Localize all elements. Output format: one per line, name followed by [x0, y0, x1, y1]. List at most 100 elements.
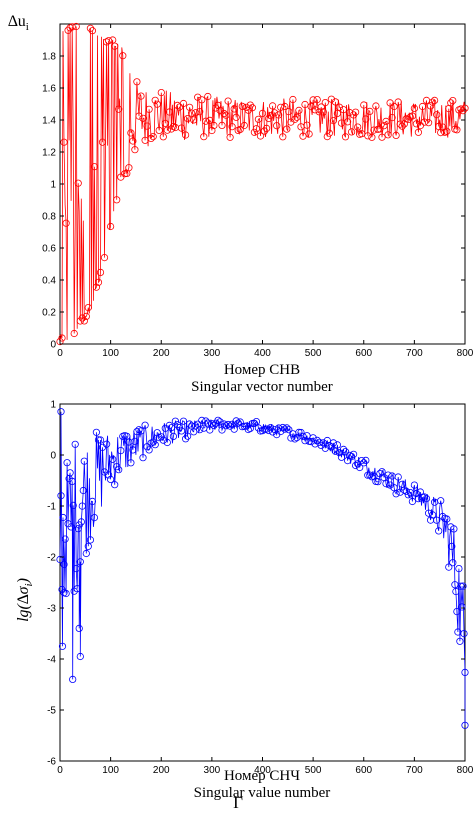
data-point: [386, 481, 394, 489]
y-tick-label: 0.8: [42, 212, 56, 223]
data-point: [113, 196, 121, 204]
data-point: [382, 479, 390, 488]
x-tick-label: 600: [355, 765, 372, 776]
data-point: [86, 24, 95, 32]
data-point: [163, 438, 171, 447]
data-point: [362, 456, 370, 464]
data-point: [331, 98, 339, 106]
data-point: [147, 134, 155, 142]
data-point: [69, 501, 77, 509]
data-point: [250, 419, 258, 427]
data-point: [84, 542, 92, 550]
data-point: [418, 102, 427, 111]
y-tick-label: 0: [50, 451, 56, 462]
data-point: [111, 481, 119, 489]
data-point: [270, 109, 279, 117]
data-point: [94, 436, 103, 444]
data-point: [410, 481, 418, 489]
data-point: [107, 222, 115, 231]
data-point: [125, 164, 133, 172]
x-tick-label: 300: [204, 765, 221, 776]
data-point: [384, 131, 392, 139]
data-point: [458, 603, 466, 611]
data-point: [460, 629, 468, 638]
y-tick-label: -2: [47, 553, 56, 564]
data-point: [360, 459, 368, 467]
data-point: [58, 334, 66, 342]
data-point: [285, 426, 293, 434]
x-ticks-1: 0 100 200 300 400 500 600 700 800: [57, 24, 474, 359]
data-point: [184, 432, 192, 440]
chart-lg-delta-sigma: -6 -5 -4 -3 -2 -1 0 1 0 100 200 300 400 500 600 700 800…: [15, 400, 474, 802]
data-point: [198, 96, 206, 104]
data-point: [157, 89, 165, 97]
data-point: [82, 549, 90, 558]
data-point: [428, 511, 437, 519]
x-tick-label: 500: [305, 765, 322, 776]
data-point: [88, 27, 97, 35]
data-point: [366, 471, 374, 479]
data-point: [167, 424, 175, 432]
data-point: [303, 121, 311, 129]
data-point: [244, 106, 252, 114]
data-point: [204, 419, 212, 427]
y-tick-label: 0.2: [42, 308, 56, 319]
data-point: [309, 96, 317, 104]
data-point: [155, 126, 163, 134]
data-point: [68, 23, 76, 31]
data-point: [250, 128, 258, 136]
data-point: [145, 105, 153, 113]
data-point: [75, 624, 83, 633]
data-point: [82, 312, 90, 320]
data-point: [244, 425, 252, 434]
data-point: [139, 454, 147, 462]
data-point: [222, 111, 230, 119]
data-point: [86, 536, 95, 544]
data-point: [254, 115, 262, 123]
data-point: [131, 146, 139, 154]
y-axis-label-2: lg(∆σi): [15, 578, 35, 622]
data-point: [149, 438, 157, 446]
data-point: [62, 219, 70, 227]
x-ticks-2: 0 100 200 300 400 500 600 700 800: [57, 404, 474, 776]
data-point: [439, 123, 447, 131]
data-point: [452, 587, 460, 596]
data-point: [212, 104, 220, 112]
x-tick-label: 600: [355, 348, 372, 359]
data-point: [60, 138, 68, 146]
data-point: [426, 102, 435, 110]
data-point: [283, 424, 291, 432]
data-point: [404, 491, 412, 499]
data-point: [424, 509, 433, 517]
data-point: [339, 445, 348, 453]
x-axis-label-1: Номер СНВ: [224, 362, 300, 378]
data-point: [153, 100, 161, 108]
data-point: [422, 494, 431, 503]
data-point: [179, 99, 188, 108]
data-point: [420, 493, 429, 501]
data-point: [424, 119, 433, 127]
data-point: [59, 513, 67, 522]
data-point: [295, 428, 303, 436]
data-point: [61, 535, 69, 543]
data-point: [248, 104, 256, 112]
data-point: [248, 419, 256, 428]
data-point: [277, 103, 285, 111]
x-tick-label: 400: [254, 765, 271, 776]
data-point: [283, 125, 291, 133]
data-point: [337, 453, 346, 461]
data-point: [392, 131, 400, 139]
data-point: [202, 117, 210, 125]
data-point: [384, 471, 392, 479]
data-point: [252, 417, 260, 426]
data-point: [341, 448, 350, 456]
data-point: [305, 130, 313, 138]
x-tick-label: 500: [305, 348, 322, 359]
data-point: [210, 121, 218, 130]
data-point: [232, 417, 240, 425]
data-point: [226, 133, 234, 141]
data-point: [206, 426, 214, 434]
data-point: [297, 428, 305, 437]
data-point: [74, 179, 82, 187]
data-point: [343, 456, 352, 465]
